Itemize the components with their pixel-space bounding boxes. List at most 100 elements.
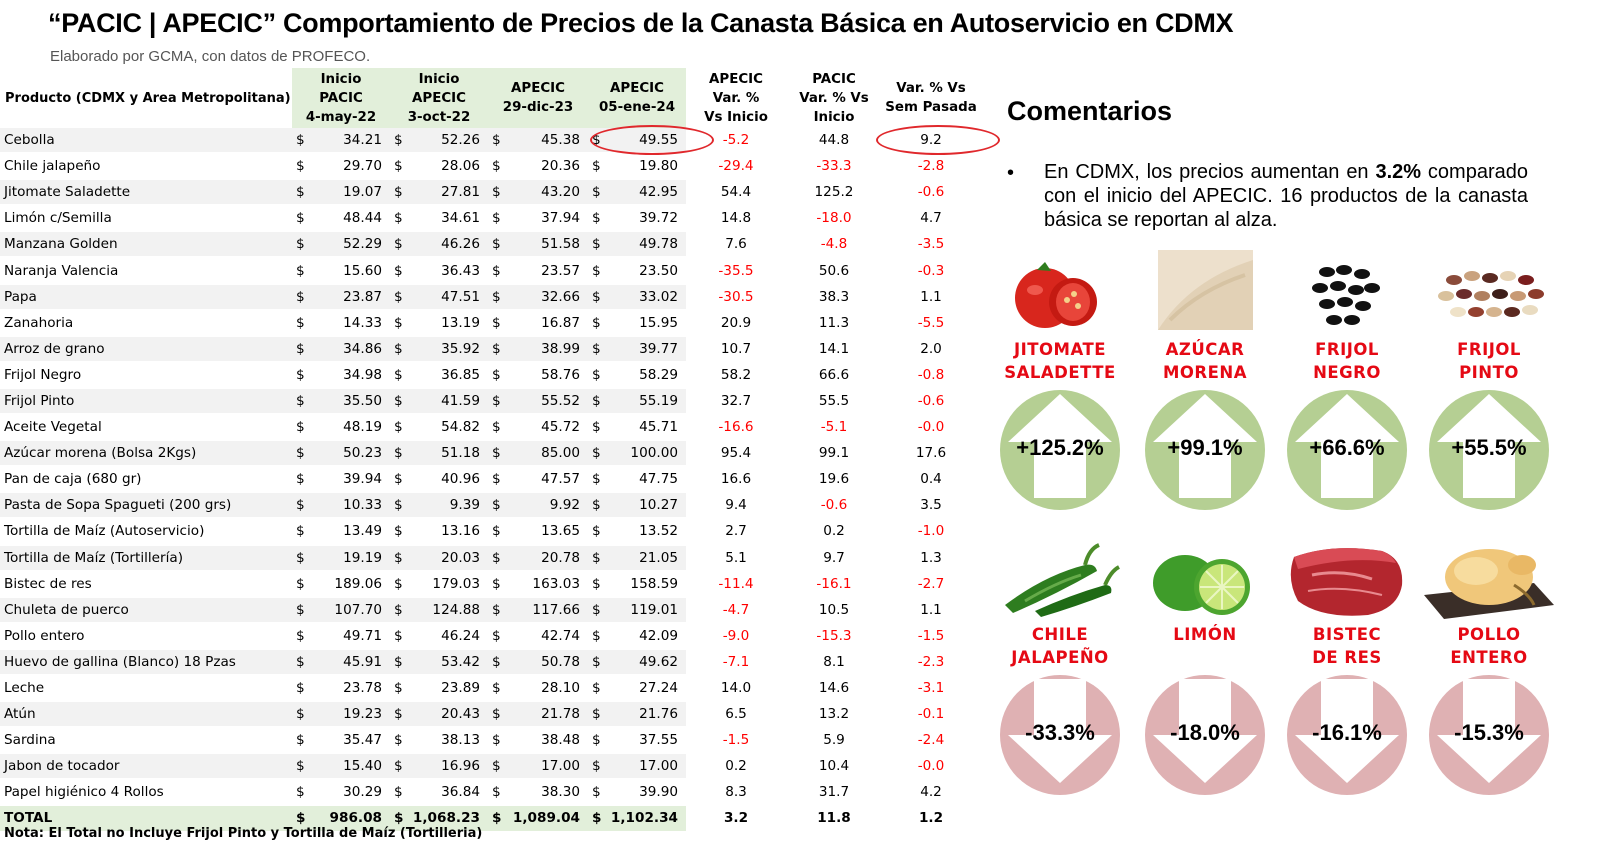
price-value: 34.98	[343, 366, 382, 383]
highlight-oval-cebolla-weekly	[876, 125, 1000, 155]
currency-symbol: $	[296, 445, 305, 462]
percent-cell: 66.6	[786, 363, 882, 389]
percent-cell: 14.6	[786, 676, 882, 703]
price-value: 48.44	[343, 210, 382, 227]
currency-symbol: $	[592, 601, 601, 618]
currency-symbol: $	[394, 653, 403, 670]
currency-symbol: $	[394, 601, 403, 618]
price-cell: $45.72	[488, 415, 588, 442]
percent-cell: -5.1	[786, 415, 882, 442]
decrease-arrow-circle: -33.3%	[1000, 675, 1120, 795]
comment-bullet: •	[1007, 162, 1015, 184]
price-cell: $117.66	[488, 597, 588, 624]
decrease-arrow-circle: -18.0%	[1145, 675, 1265, 795]
price-table: Producto (CDMX y Area Metropolitana) Ini…	[0, 68, 980, 833]
product-name-cell: Jabon de tocador	[0, 754, 292, 781]
price-cell: $13.49	[292, 519, 390, 546]
table-row: Azúcar morena (Bolsa 2Kgs) $50.23 $51.18 $8…	[0, 441, 980, 468]
currency-symbol: $	[492, 627, 501, 644]
product-name-cell: Sardina	[0, 728, 292, 755]
currency-symbol: $	[592, 340, 601, 357]
price-cell: $34.21	[292, 128, 390, 155]
percent-cell: 8.1	[786, 650, 882, 676]
percent-cell: 1.2	[882, 806, 980, 833]
increase-name: AZÚCAR MORENA	[1162, 340, 1247, 382]
price-cell: $49.71	[292, 624, 390, 650]
price-cell: $23.78	[292, 676, 390, 703]
percent-cell: -1.0	[882, 519, 980, 546]
price-value: 43.20	[541, 184, 580, 201]
table-row: Zanahoria $14.33 $13.19 $16.87 $15.95 20.9 11.…	[0, 311, 980, 337]
currency-symbol: $	[492, 575, 501, 592]
highlight-oval-cebolla-price	[590, 125, 714, 155]
percent-cell: 17.6	[882, 441, 980, 468]
price-value: 986.08	[329, 810, 382, 827]
currency-symbol: $	[592, 288, 601, 305]
price-cell: $34.98	[292, 363, 390, 389]
price-cell: $23.50	[588, 258, 686, 285]
decrease-value: -16.1%	[1312, 720, 1382, 745]
price-value: 23.50	[639, 262, 678, 279]
price-cell: $45.38	[488, 128, 588, 155]
price-cell: $39.77	[588, 336, 686, 363]
percent-cell: 5.9	[786, 728, 882, 755]
price-cell: $10.33	[292, 493, 390, 520]
currency-symbol: $	[296, 288, 305, 305]
price-value: 20.43	[441, 706, 480, 723]
product-name-cell: Pollo entero	[0, 624, 292, 650]
percent-cell: -0.8	[882, 363, 980, 389]
price-value: 117.66	[532, 601, 580, 618]
currency-symbol: $	[296, 601, 305, 618]
currency-symbol: $	[592, 236, 601, 253]
price-value: 19.23	[343, 706, 382, 723]
price-value: 10.33	[343, 497, 382, 514]
currency-symbol: $	[592, 784, 601, 801]
increase-value: +55.5%	[1451, 435, 1527, 460]
increase-name: JITOMATE SALADETTE	[1004, 340, 1116, 382]
header-pacic-start: Inicio PACIC 4-may-22	[292, 68, 390, 128]
table-note: Nota: El Total no Incluye Frijol Pinto y…	[4, 826, 483, 841]
price-cell: $19.80	[588, 154, 686, 181]
price-cell: $53.42	[390, 649, 488, 676]
currency-symbol: $	[592, 497, 601, 514]
currency-symbol: $	[296, 340, 305, 357]
product-name-cell: Pan de caja (680 gr)	[0, 467, 292, 494]
price-cell: $55.52	[488, 388, 588, 416]
header-apecic-dec: APECIC 29-dic-23	[488, 68, 588, 128]
price-value: 37.94	[541, 210, 580, 227]
price-value: 36.43	[441, 262, 480, 279]
currency-symbol: $	[492, 314, 501, 331]
price-value: 27.81	[441, 184, 480, 201]
price-cell: $15.60	[292, 258, 390, 285]
percent-cell: -5.5	[882, 311, 980, 337]
percent-cell: -33.3	[786, 154, 882, 181]
price-value: 21.76	[639, 706, 678, 723]
price-value: 41.59	[441, 392, 480, 409]
price-cell: $17.00	[588, 754, 686, 781]
increase-card-azucar: AZÚCAR MORENA +99.1%	[1130, 250, 1280, 550]
price-cell: $39.90	[588, 780, 686, 807]
currency-symbol: $	[492, 184, 501, 201]
product-name-cell: Zanahoria	[0, 311, 292, 337]
product-name-cell: Jitomate Saladette	[0, 180, 292, 207]
price-value: 16.87	[541, 314, 580, 331]
price-cell: $19.07	[292, 180, 390, 207]
currency-symbol: $	[394, 627, 403, 644]
product-name-cell: Azúcar morena (Bolsa 2Kgs)	[0, 441, 292, 468]
price-value: 21.78	[541, 706, 580, 723]
percent-cell: 1.1	[882, 598, 980, 624]
currency-symbol: $	[492, 784, 501, 801]
up-arrow-icon	[1287, 390, 1407, 510]
currency-symbol: $	[394, 732, 403, 749]
increase-arrow-circle: +125.2%	[1000, 390, 1120, 510]
price-cell: $28.06	[390, 154, 488, 181]
price-value: 49.71	[343, 627, 382, 644]
price-cell: $52.26	[390, 128, 488, 155]
product-name-cell: Tortilla de Maíz (Autoservicio)	[0, 519, 292, 546]
price-cell: $36.84	[390, 780, 488, 807]
price-cell: $52.29	[292, 232, 390, 259]
percent-cell: -2.3	[882, 650, 980, 676]
table-row: Limón c/Semilla $48.44 $34.61 $37.94 $39.72 1…	[0, 206, 980, 233]
price-value: 38.13	[441, 732, 480, 749]
currency-symbol: $	[592, 184, 601, 201]
